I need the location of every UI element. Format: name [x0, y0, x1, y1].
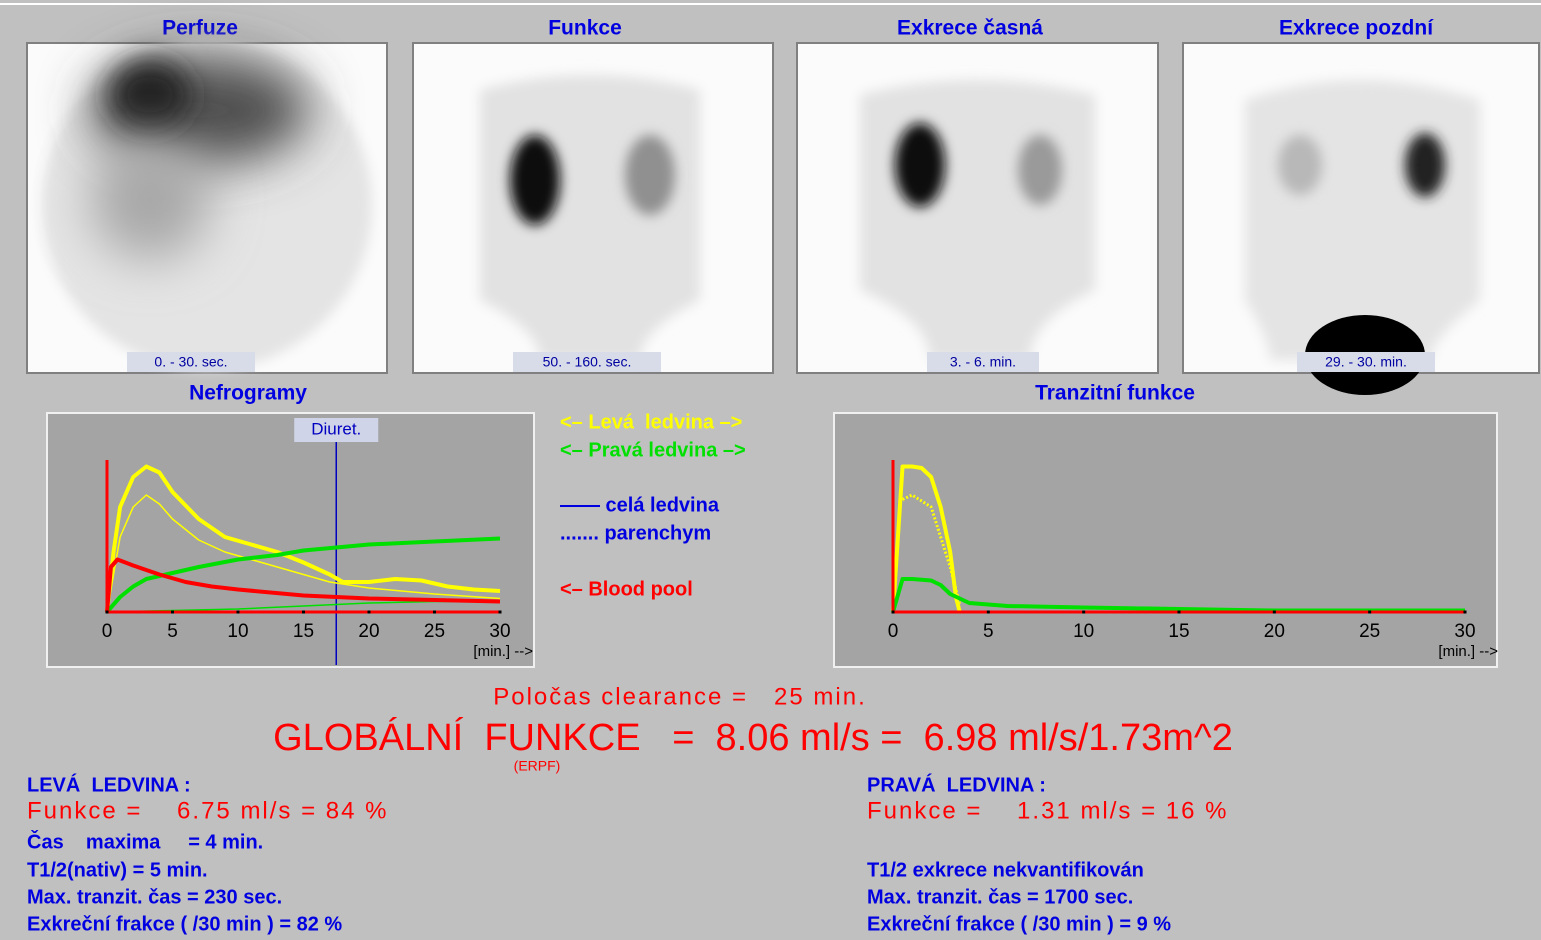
- annotation-label: Diuret.: [311, 419, 361, 438]
- kidney: [1405, 133, 1445, 197]
- x-tick-label: 20: [358, 621, 379, 642]
- x-tick: [1368, 611, 1371, 614]
- body-outline: [480, 75, 700, 360]
- x-axis-label: [min.] -->: [1438, 643, 1498, 660]
- x-tick: [892, 611, 895, 614]
- kidney: [895, 123, 945, 207]
- x-tick-label: 25: [1359, 621, 1380, 642]
- right-line: Max. tranzit. čas = 1700 sec.: [867, 886, 1133, 908]
- global-function: GLOBÁLNÍ FUNKCE = 8.06 ml/s = 6.98 ml/s/…: [273, 716, 1233, 759]
- x-tick: [106, 611, 109, 614]
- chart-title: Nefrogramy: [189, 382, 307, 405]
- image-title: Perfuze: [162, 17, 238, 40]
- right-title: PRAVÁ LEDVINA :: [867, 773, 1046, 796]
- x-axis-label: [min.] -->: [473, 643, 533, 660]
- chart-title: Tranzitní funkce: [1035, 382, 1195, 405]
- x-tick: [368, 611, 371, 614]
- x-tick: [1464, 611, 1467, 614]
- erpf: (ERPF): [514, 758, 561, 774]
- x-tick: [433, 611, 436, 614]
- left-line: Max. tranzit. čas = 230 sec.: [27, 886, 282, 908]
- x-tick: [499, 611, 502, 614]
- left-line: T1/2(nativ) = 5 min.: [27, 859, 208, 881]
- image-panel: Exkrece pozdní 29. - 30. min.: [1183, 17, 1539, 395]
- time-label: 29. - 30. min.: [1325, 354, 1407, 370]
- chart-frame: [834, 413, 1497, 667]
- time-label: 3. - 6. min.: [950, 354, 1016, 370]
- image-panel: Exkrece časná 3. - 6. min.: [797, 17, 1158, 373]
- image-title: Exkrece pozdní: [1279, 17, 1434, 40]
- x-tick: [171, 611, 174, 614]
- legend-parenchym: ....... parenchym: [560, 522, 711, 544]
- time-label: 50. - 160. sec.: [543, 354, 632, 370]
- kidney: [1278, 135, 1322, 195]
- x-tick: [1273, 611, 1276, 614]
- x-tick-label: 30: [1454, 621, 1475, 642]
- x-tick-label: 0: [102, 621, 113, 642]
- x-tick-label: 10: [227, 621, 248, 642]
- screen: Perfuze 0. - 30. sec. Funkce 50. - 160. …: [0, 0, 1541, 940]
- legend-left: <– Levá ledvina –>: [560, 411, 742, 433]
- perfusion-blob: [110, 60, 190, 130]
- x-tick: [987, 611, 990, 614]
- image-panel: Funkce 50. - 160. sec.: [413, 17, 773, 373]
- x-tick: [237, 611, 240, 614]
- left-function: Funkce = 6.75 ml/s = 84 %: [27, 797, 388, 824]
- x-tick-label: 30: [489, 621, 510, 642]
- legend-whole: —— celá ledvina: [560, 494, 720, 516]
- clearance: Poločas clearance = 25 min.: [493, 683, 867, 710]
- legend-right: <– Pravá ledvina –>: [560, 439, 746, 461]
- x-tick-label: 10: [1073, 621, 1094, 642]
- x-tick: [302, 611, 305, 614]
- image-title: Funkce: [548, 17, 622, 40]
- image-panel: Perfuze 0. - 30. sec.: [27, 17, 387, 373]
- right-line: Exkreční frakce ( /30 min ) = 9 %: [867, 913, 1171, 935]
- x-tick-label: 25: [424, 621, 445, 642]
- x-tick-label: 0: [888, 621, 899, 642]
- perfusion-blob: [90, 140, 210, 260]
- right-function: Funkce = 1.31 ml/s = 16 %: [867, 797, 1228, 824]
- kidney: [625, 135, 675, 215]
- left-line: Čas maxima = 4 min.: [27, 829, 263, 853]
- x-tick-label: 15: [1168, 621, 1189, 642]
- x-tick: [1178, 611, 1181, 614]
- left-line: Exkreční frakce ( /30 min ) = 82 %: [27, 913, 342, 935]
- x-tick-label: 20: [1264, 621, 1285, 642]
- image-title: Exkrece časná: [897, 17, 1043, 40]
- time-label: 0. - 30. sec.: [154, 354, 227, 370]
- right-line: T1/2 exkrece nekvantifikován: [867, 859, 1144, 881]
- x-tick-label: 5: [983, 621, 994, 642]
- x-tick-label: 5: [167, 621, 178, 642]
- x-tick-label: 15: [293, 621, 314, 642]
- x-tick: [1082, 611, 1085, 614]
- kidney: [1018, 135, 1062, 205]
- legend-blood: <– Blood pool: [560, 578, 693, 600]
- kidney: [510, 135, 560, 225]
- left-title: LEVÁ LEDVINA :: [27, 773, 191, 796]
